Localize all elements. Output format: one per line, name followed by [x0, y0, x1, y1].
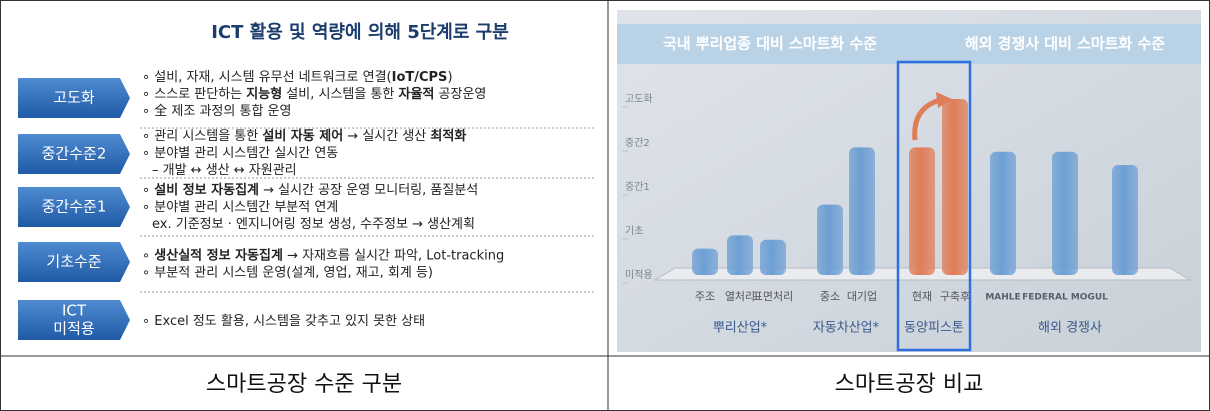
description-line: ∘ 분야별 관리 시스템간 부분적 연계 — [142, 200, 338, 215]
bar — [727, 235, 753, 275]
text: → 실시간 생산 — [343, 129, 430, 144]
x-tick-label: 표면처리 — [753, 290, 793, 303]
page: ICT 활용 및 역량에 의해 5단계로 구분 스마트공장 수준 구분 스마트공… — [0, 0, 1210, 411]
text: ex. 기준정보 · 엔지니어링 정보 생성, 수주정보 → 생산계획 — [152, 217, 475, 232]
text: 부분적 관리 시스템 운영(설계, 영업, 재고, 회계 등) — [154, 265, 433, 280]
bold-text: 지능형 — [246, 86, 282, 102]
text: ∘ — [142, 129, 154, 144]
text: ∘ — [142, 200, 154, 215]
x-tick-label: FEDERAL MOGUL — [1022, 293, 1108, 303]
description-line: ex. 기준정보 · 엔지니어링 정보 생성, 수주정보 → 생산계획 — [152, 217, 475, 232]
description-line: ∘ 관리 시스템을 통한 설비 자동 제어 → 실시간 생산 최적화 — [142, 128, 466, 144]
x-tick-label: 주조 — [695, 290, 715, 303]
left-caption: 스마트공장 수준 구분 — [206, 372, 402, 397]
text: ∘ — [142, 183, 154, 198]
bar — [849, 147, 875, 275]
level-label: 중간수준1 — [42, 198, 107, 216]
bold-text: 생산실적 정보 자동집계 — [154, 247, 283, 263]
level-label: 미적용 — [53, 320, 94, 338]
text: ∘ — [142, 248, 154, 263]
text: Excel 정도 활용, 시스템을 갖추고 있지 못한 상태 — [154, 314, 425, 329]
bar — [760, 240, 786, 275]
text: ∘ — [142, 146, 154, 161]
description-line: ∘ Excel 정도 활용, 시스템을 갖추고 있지 못한 상태 — [142, 314, 425, 329]
text: 분야별 관리 시스템간 실시간 연동 — [154, 146, 338, 161]
group-label: 해외 경쟁사 — [1038, 321, 1102, 336]
chart-header: 국내 뿌리업종 대비 스마트화 수준 — [663, 35, 877, 53]
text: ∘ — [142, 87, 154, 102]
x-tick-label: 구축후 — [940, 290, 970, 303]
description-line: ∘ 全 제조 과정의 통합 운영 — [142, 103, 291, 119]
text: ∘ — [142, 70, 154, 85]
description-line: ∘ 부분적 관리 시스템 운영(설계, 영업, 재고, 회계 등) — [142, 265, 433, 280]
description-line: – 개발 ↔ 생산 ↔ 자원관리 — [152, 163, 297, 178]
description-line: ∘ 분야별 관리 시스템간 실시간 연동 — [142, 146, 338, 161]
x-tick-label: MAHLE — [985, 293, 1020, 303]
description-line: ∘ 설비 정보 자동집계 → 실시간 공장 운영 모니터링, 품질분석 — [142, 182, 478, 198]
text: 공장운영 — [434, 87, 486, 102]
y-tick-label: 중간1 — [625, 181, 650, 193]
bar — [1052, 152, 1078, 275]
bar — [1112, 165, 1138, 275]
left-title: ICT 활용 및 역량에 의해 5단계로 구분 — [211, 22, 509, 43]
y-tick-label: 기초 — [625, 225, 643, 237]
text: → 실시간 공장 운영 모니터링, 품질분석 — [259, 183, 478, 198]
bold-text: 자율적 — [399, 86, 435, 102]
text: 全 제조 과정의 통합 운영 — [154, 103, 291, 119]
bar — [942, 99, 968, 275]
text: ∘ — [142, 104, 154, 119]
level-label: 고도화 — [53, 89, 95, 107]
y-tick-label: 고도화 — [625, 93, 653, 105]
text: 설비, 자재, 시스템 유무선 네트워크로 연결( — [154, 70, 391, 85]
text: 설비, 시스템을 통한 — [282, 87, 398, 102]
right-caption: 스마트공장 비교 — [835, 372, 984, 397]
level-label: 기초수준 — [46, 253, 101, 271]
x-tick-label: 열처리 — [725, 290, 755, 303]
y-tick-label: 중간2 — [625, 137, 650, 149]
bold-text: 설비 정보 자동집계 — [154, 182, 259, 198]
bold-text: 최적화 — [430, 128, 466, 144]
bar — [909, 147, 935, 275]
text: 분야별 관리 시스템간 부분적 연계 — [154, 200, 338, 215]
x-tick-label: 현재 — [912, 290, 932, 303]
level-label: ICT — [62, 302, 87, 320]
bar — [817, 205, 843, 275]
x-tick-label: 대기업 — [847, 290, 877, 303]
group-label: 자동차산업* — [813, 321, 880, 336]
bold-text: 설비 자동 제어 — [262, 128, 343, 144]
text: ∘ — [142, 265, 154, 280]
text: – 개발 ↔ 생산 ↔ 자원관리 — [152, 163, 297, 178]
chart-header: 해외 경쟁사 대비 스마트화 수준 — [965, 35, 1165, 53]
text: 관리 시스템을 통한 — [154, 129, 262, 144]
y-tick-label: 미적용 — [625, 269, 653, 281]
bar — [692, 249, 718, 275]
group-label: 동양피스톤 — [904, 321, 964, 336]
text: → 자재흐름 실시간 파악, Lot-tracking — [283, 248, 504, 263]
level-label: 중간수준2 — [42, 145, 107, 163]
bar — [990, 152, 1016, 275]
description-line: ∘ 설비, 자재, 시스템 유무선 네트워크로 연결(IoT/CPS) — [142, 70, 453, 85]
x-tick-label: 중소 — [820, 290, 840, 303]
bold-text: IoT/CPS — [392, 70, 448, 85]
text: 스스로 판단하는 — [154, 87, 246, 102]
group-label: 뿌리산업* — [713, 321, 768, 336]
description-line: ∘ 생산실적 정보 자동집계 → 자재흐름 실시간 파악, Lot-tracki… — [142, 247, 504, 263]
text: ) — [447, 70, 452, 85]
description-line: ∘ 스스로 판단하는 지능형 설비, 시스템을 통한 자율적 공장운영 — [142, 86, 486, 102]
text: ∘ — [142, 314, 154, 329]
